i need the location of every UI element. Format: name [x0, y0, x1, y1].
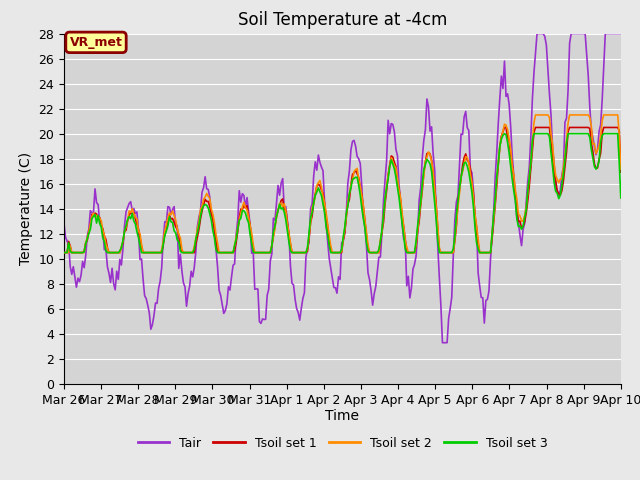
- Tair: [617, 31, 625, 36]
- Tair: [226, 287, 234, 293]
- Tsoil set 3: [303, 244, 311, 250]
- Title: Soil Temperature at -4cm: Soil Temperature at -4cm: [237, 11, 447, 29]
- Tair: [303, 246, 311, 252]
- Tair: [589, 134, 596, 140]
- Tsoil set 3: [500, 131, 508, 137]
- Tsoil set 3: [226, 250, 234, 255]
- Tsoil set 1: [303, 248, 311, 254]
- Tsoil set 1: [617, 169, 625, 175]
- Tair: [60, 221, 68, 227]
- Tsoil set 2: [617, 166, 625, 172]
- Text: VR_met: VR_met: [70, 36, 122, 49]
- Tsoil set 2: [60, 250, 68, 255]
- Tsoil set 3: [60, 250, 68, 255]
- Tsoil set 2: [226, 250, 234, 255]
- Line: Tsoil set 2: Tsoil set 2: [64, 115, 621, 252]
- Tsoil set 2: [129, 206, 136, 212]
- X-axis label: Time: Time: [325, 409, 360, 423]
- Tsoil set 3: [617, 195, 625, 201]
- Tsoil set 3: [588, 146, 595, 152]
- Tsoil set 2: [588, 124, 595, 130]
- Tsoil set 1: [244, 214, 252, 219]
- Tsoil set 3: [129, 211, 136, 216]
- Line: Tsoil set 1: Tsoil set 1: [64, 128, 621, 252]
- Tsoil set 1: [588, 140, 595, 146]
- Tsoil set 1: [60, 250, 68, 255]
- Tsoil set 3: [244, 220, 252, 226]
- Tair: [254, 286, 262, 292]
- Tsoil set 1: [500, 125, 508, 131]
- Tsoil set 3: [254, 250, 262, 255]
- Tair: [129, 208, 136, 214]
- Tsoil set 1: [226, 250, 234, 255]
- Tsoil set 1: [129, 211, 136, 217]
- Tsoil set 2: [532, 112, 540, 118]
- Tair: [533, 31, 541, 36]
- Y-axis label: Temperature (C): Temperature (C): [19, 152, 33, 265]
- Line: Tair: Tair: [64, 34, 621, 343]
- Tsoil set 1: [254, 250, 262, 255]
- Tair: [244, 208, 252, 214]
- Tair: [438, 340, 446, 346]
- Tsoil set 2: [303, 246, 311, 252]
- Tsoil set 2: [254, 250, 262, 255]
- Legend: Tair, Tsoil set 1, Tsoil set 2, Tsoil set 3: Tair, Tsoil set 1, Tsoil set 2, Tsoil se…: [132, 432, 552, 455]
- Tsoil set 2: [244, 214, 252, 220]
- Line: Tsoil set 3: Tsoil set 3: [64, 134, 621, 252]
